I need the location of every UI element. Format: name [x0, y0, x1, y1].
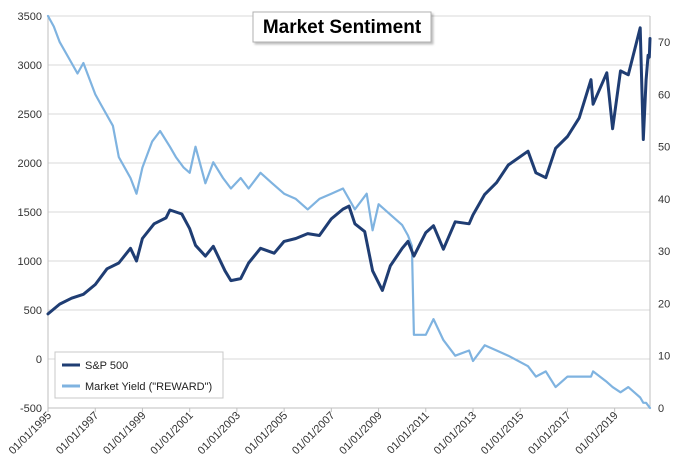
x-tick-label: 01/01/1997	[54, 410, 101, 457]
left-tick-label: 2000	[18, 158, 42, 170]
right-tick-label: 70	[658, 37, 670, 49]
legend-label-sp500: S&P 500	[85, 360, 128, 372]
left-tick-label: 1500	[18, 207, 42, 219]
right-tick-label: 60	[658, 89, 670, 101]
legend-label-yield: Market Yield ("REWARD")	[85, 381, 212, 393]
right-tick-label: 40	[658, 194, 670, 206]
right-axis: 0 10 20 30 40 50 60 70	[658, 37, 670, 415]
x-tick-label: 01/01/1995	[7, 410, 54, 457]
right-tick-label: 0	[658, 403, 664, 415]
right-tick-label: 10	[658, 351, 670, 363]
right-tick-label: 20	[658, 298, 670, 310]
x-tick-label: 01/01/2003	[196, 410, 243, 457]
left-tick-label: 3500	[18, 11, 42, 23]
series-lines	[46, 14, 652, 410]
left-tick-label: 0	[36, 354, 42, 366]
x-tick-label: 01/01/2005	[243, 410, 290, 457]
x-tick-label: 01/01/2015	[479, 410, 526, 457]
x-tick-label: 01/01/2001	[148, 410, 195, 457]
grid	[47, 15, 651, 409]
x-tick-label: 01/01/2007	[290, 410, 337, 457]
left-tick-label: -500	[20, 403, 42, 415]
x-tick-label: 01/01/2011	[385, 410, 432, 457]
left-axis: -500 0 500 1000 1500 2000 2500 3000 3500	[18, 11, 42, 415]
x-tick-label: 01/01/2009	[337, 410, 384, 457]
legend: S&P 500 Market Yield ("REWARD")	[54, 351, 224, 399]
left-tick-label: 1000	[18, 256, 42, 268]
chart-title-box: Market Sentiment	[252, 11, 432, 43]
x-tick-label: 01/01/2019	[573, 410, 620, 457]
left-tick-label: 2500	[18, 109, 42, 121]
chart-title: Market Sentiment	[263, 17, 422, 38]
right-tick-label: 50	[658, 142, 670, 154]
sp500-line	[46, 26, 652, 316]
market-yield-line	[46, 14, 652, 410]
x-axis: 01/01/1995 01/01/1997 01/01/1999 01/01/2001…	[7, 408, 621, 457]
left-tick-label: 3000	[18, 60, 42, 72]
left-tick-label: 500	[24, 305, 42, 317]
x-tick-label: 01/01/2017	[526, 410, 573, 457]
x-tick-label: 01/01/1999	[101, 410, 148, 457]
x-tick-label: 01/01/2013	[432, 410, 479, 457]
right-tick-label: 30	[658, 246, 670, 258]
